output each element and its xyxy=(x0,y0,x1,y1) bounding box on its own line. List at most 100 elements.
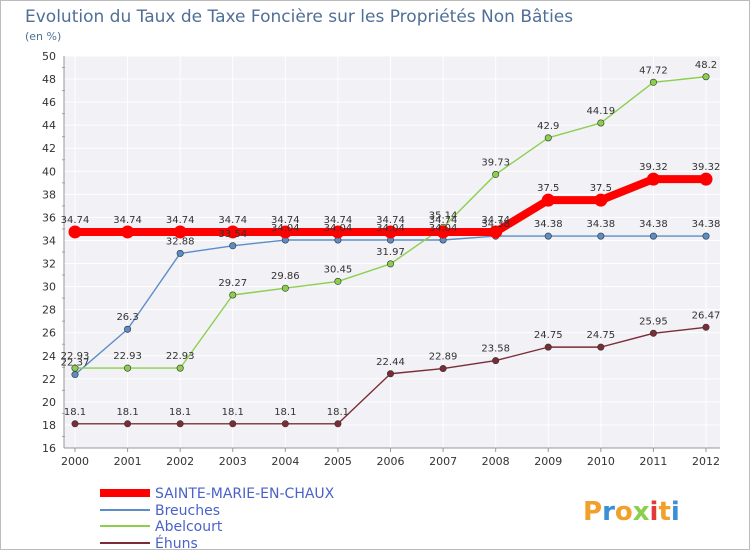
data-label: 34.04 xyxy=(271,223,300,234)
x-tick-label: 2010 xyxy=(587,455,615,468)
data-label: 34.74 xyxy=(271,215,300,226)
data-label: 18.1 xyxy=(274,407,296,418)
data-point xyxy=(702,73,710,81)
data-point xyxy=(702,232,710,240)
data-point xyxy=(544,232,552,240)
data-point xyxy=(702,323,710,331)
y-tick-label: 32 xyxy=(42,258,56,271)
data-point xyxy=(229,291,237,299)
data-label: 34.74 xyxy=(166,215,195,226)
legend-label: Éhuns xyxy=(155,535,198,550)
data-label: 44.19 xyxy=(587,106,616,117)
data-point xyxy=(594,193,608,207)
data-point xyxy=(439,365,447,373)
data-label: 39.32 xyxy=(692,162,721,173)
data-point xyxy=(226,225,240,239)
legend-label: Abelcourt xyxy=(155,519,223,535)
y-tick-label: 24 xyxy=(42,350,56,363)
data-point xyxy=(649,232,657,240)
data-label: 18.1 xyxy=(169,407,191,418)
x-tick-label: 2009 xyxy=(534,455,562,468)
data-label: 34.38 xyxy=(534,219,563,230)
data-label: 34.04 xyxy=(324,223,353,234)
logo-letter: t xyxy=(658,497,670,527)
data-label: 26.47 xyxy=(692,310,721,321)
y-tick-label: 38 xyxy=(42,188,56,201)
data-point xyxy=(124,325,132,333)
y-tick-label: 26 xyxy=(42,327,56,340)
chart-title: Evolution du Taux de Taxe Foncière sur l… xyxy=(25,7,573,27)
y-tick-label: 46 xyxy=(42,96,56,109)
x-tick-label: 2005 xyxy=(324,455,352,468)
y-tick-label: 18 xyxy=(42,419,56,432)
logo-letter: i xyxy=(650,497,659,527)
data-label: 34.74 xyxy=(218,215,247,226)
data-point xyxy=(71,364,79,372)
data-label: 30.45 xyxy=(324,264,353,275)
y-tick-label: 44 xyxy=(42,119,56,132)
data-point xyxy=(699,172,713,186)
data-point xyxy=(384,225,397,239)
y-tick-label: 20 xyxy=(42,396,56,409)
data-label: 35.14 xyxy=(429,210,458,221)
data-label: 34.74 xyxy=(376,215,405,226)
data-point xyxy=(386,260,394,268)
logo-letter: P xyxy=(583,497,602,527)
data-point xyxy=(281,420,289,428)
data-label: 34.38 xyxy=(639,219,668,230)
data-label: 31.97 xyxy=(376,247,405,258)
data-label: 34.04 xyxy=(429,223,458,234)
x-tick-label: 2012 xyxy=(692,455,720,468)
legend-label: SAINTE-MARIE-EN-CHAUX xyxy=(155,486,335,502)
data-point xyxy=(331,225,345,239)
y-tick-label: 22 xyxy=(42,373,56,386)
data-label: 22.37 xyxy=(61,358,90,369)
legend-label: Breuches xyxy=(155,503,220,519)
data-point xyxy=(646,172,660,186)
logo: Proxiti xyxy=(583,497,680,527)
data-point xyxy=(649,78,657,86)
data-label: 22.89 xyxy=(429,352,458,363)
data-point xyxy=(124,420,132,428)
data-point xyxy=(597,343,605,351)
data-point xyxy=(334,420,342,428)
data-point xyxy=(649,329,657,337)
x-tick-label: 2002 xyxy=(166,455,194,468)
x-tick-label: 2007 xyxy=(429,455,457,468)
data-label: 22.44 xyxy=(376,357,405,368)
y-tick-label: 34 xyxy=(42,234,56,247)
data-point xyxy=(597,119,605,127)
y-tick-label: 48 xyxy=(42,73,56,86)
data-point xyxy=(544,343,552,351)
data-label: 33.54 xyxy=(218,229,247,240)
data-label: 34.74 xyxy=(429,215,458,226)
data-label: 34.74 xyxy=(481,215,510,226)
logo-letter: o xyxy=(615,497,633,527)
x-tick-label: 2003 xyxy=(219,455,247,468)
data-label: 22.93 xyxy=(61,351,90,362)
plot-area xyxy=(64,56,720,448)
data-label: 25.95 xyxy=(639,316,668,327)
data-label: 42.9 xyxy=(537,121,559,132)
data-label: 18.1 xyxy=(116,407,138,418)
x-tick-label: 2008 xyxy=(482,455,510,468)
data-label: 37.5 xyxy=(590,183,612,194)
data-point xyxy=(544,134,552,142)
logo-letter: x xyxy=(633,497,650,527)
data-label: 32.88 xyxy=(166,236,195,247)
data-point xyxy=(176,249,184,257)
y-tick-label: 30 xyxy=(42,281,56,294)
x-tick-label: 2001 xyxy=(114,455,142,468)
data-point xyxy=(597,232,605,240)
data-label: 23.58 xyxy=(481,344,510,355)
data-point xyxy=(541,193,555,207)
data-point xyxy=(71,371,79,379)
data-label: 22.93 xyxy=(166,351,195,362)
data-point xyxy=(229,242,237,250)
data-label: 34.38 xyxy=(587,219,616,230)
x-tick-label: 2000 xyxy=(61,455,89,468)
data-point xyxy=(436,225,450,239)
y-tick-label: 28 xyxy=(42,304,56,317)
data-label: 24.75 xyxy=(534,330,563,341)
